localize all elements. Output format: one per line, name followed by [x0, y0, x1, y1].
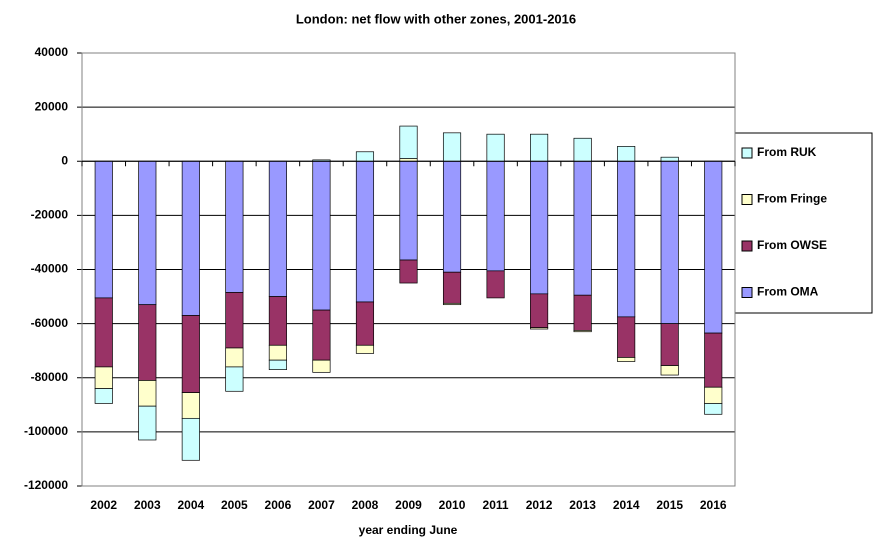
- y-tick-label: -40000: [31, 262, 69, 276]
- y-tick-label: 40000: [35, 45, 69, 59]
- chart-title: London: net flow with other zones, 2001-…: [296, 11, 576, 26]
- bar-segment: [442, 160, 462, 273]
- bar-segment: [573, 160, 592, 296]
- bar-segment: [660, 156, 679, 162]
- bar-segment: [573, 330, 592, 333]
- legend-box: [734, 132, 873, 314]
- y-tick-label: -20000: [31, 208, 69, 222]
- bar-segment: [486, 270, 505, 299]
- bar-segment: [617, 160, 636, 318]
- bar-segment: [530, 293, 549, 329]
- x-tick-label: 2004: [177, 498, 204, 512]
- bar-segment: [268, 160, 287, 297]
- bar-segment: [312, 309, 331, 361]
- legend-swatch: [741, 194, 753, 205]
- x-tick-label: 2008: [352, 498, 379, 512]
- legend-swatch: [741, 147, 753, 159]
- bar-segment: [181, 160, 200, 316]
- bar-segment: [94, 388, 113, 404]
- x-tick-label: 2002: [90, 498, 117, 512]
- x-tick-label: 2010: [439, 498, 466, 512]
- bar-segment: [94, 366, 113, 389]
- y-tick-label: -120000: [24, 478, 68, 492]
- bar-segment: [486, 133, 505, 162]
- bar-segment: [704, 332, 723, 388]
- bar-segment: [399, 160, 418, 261]
- bar-segment: [617, 357, 636, 362]
- x-tick-label: 2015: [656, 498, 683, 512]
- x-tick-label: 2016: [700, 498, 727, 512]
- bar-segment: [355, 160, 375, 303]
- bar-segment: [399, 259, 418, 284]
- legend-label: From RUK: [757, 145, 817, 159]
- bar-segment: [355, 301, 375, 346]
- y-tick-label: -100000: [24, 424, 68, 438]
- bar-segment: [442, 271, 462, 304]
- bar-segment: [225, 347, 244, 368]
- bar-segment: [181, 392, 200, 419]
- x-tick-label: 2011: [483, 498, 509, 512]
- bar-segment: [660, 323, 679, 366]
- legend-label: From Fringe: [757, 192, 827, 206]
- bar-segment: [225, 160, 244, 293]
- x-tick-label: 2006: [265, 498, 292, 512]
- bar-segment: [573, 137, 592, 162]
- bar-segment: [530, 327, 549, 330]
- bar-segment: [312, 160, 331, 311]
- bar-segment: [138, 405, 157, 441]
- y-tick-label: -60000: [31, 316, 69, 330]
- x-axis-label: year ending June: [359, 523, 458, 537]
- x-tick-label: 2003: [134, 498, 161, 512]
- bar-segment: [617, 316, 636, 358]
- legend-swatch: [741, 240, 753, 252]
- bar-segment: [530, 133, 549, 162]
- y-tick-label: 20000: [35, 99, 69, 113]
- bar-segment: [399, 125, 418, 159]
- bar-segment: [442, 302, 462, 306]
- bar-segment: [268, 296, 287, 346]
- bar-segment: [442, 132, 462, 162]
- bar-segment: [94, 297, 113, 368]
- bar-segment: [530, 160, 549, 295]
- bar-segment: [225, 366, 244, 392]
- bar-segment: [225, 292, 244, 349]
- bar-segment: [486, 160, 505, 272]
- y-tick-label: -80000: [31, 370, 69, 384]
- bar-segment: [573, 294, 592, 331]
- bar-segment: [355, 344, 375, 354]
- x-tick-label: 2007: [308, 498, 335, 512]
- legend-label: From OMA: [757, 285, 819, 299]
- legend-label: From OWSE: [757, 238, 827, 252]
- y-tick-label: 0: [61, 153, 68, 167]
- x-tick-label: 2005: [221, 498, 248, 512]
- bar-segment: [355, 151, 375, 162]
- bar-segment: [617, 146, 636, 162]
- x-tick-label: 2014: [613, 498, 640, 512]
- bar-segment: [704, 386, 723, 404]
- bar-segment: [312, 359, 331, 373]
- x-tick-label: 2013: [569, 498, 596, 512]
- bar-segment: [704, 403, 723, 415]
- legend-swatch: [741, 287, 753, 298]
- bar-segment: [138, 304, 157, 381]
- bar-segment: [94, 160, 113, 299]
- x-tick-label: 2009: [395, 498, 422, 512]
- bar-segment: [138, 160, 157, 306]
- x-tick-label: 2012: [526, 498, 553, 512]
- bar-segment: [268, 359, 287, 370]
- bar-segment: [704, 160, 723, 334]
- bar-segment: [268, 344, 287, 361]
- bar-segment: [660, 160, 679, 324]
- plot-border: [81, 52, 736, 487]
- bar-segment: [138, 380, 157, 407]
- bar-segment: [660, 365, 679, 376]
- bar-segment: [181, 315, 200, 393]
- bar-segment: [181, 417, 200, 461]
